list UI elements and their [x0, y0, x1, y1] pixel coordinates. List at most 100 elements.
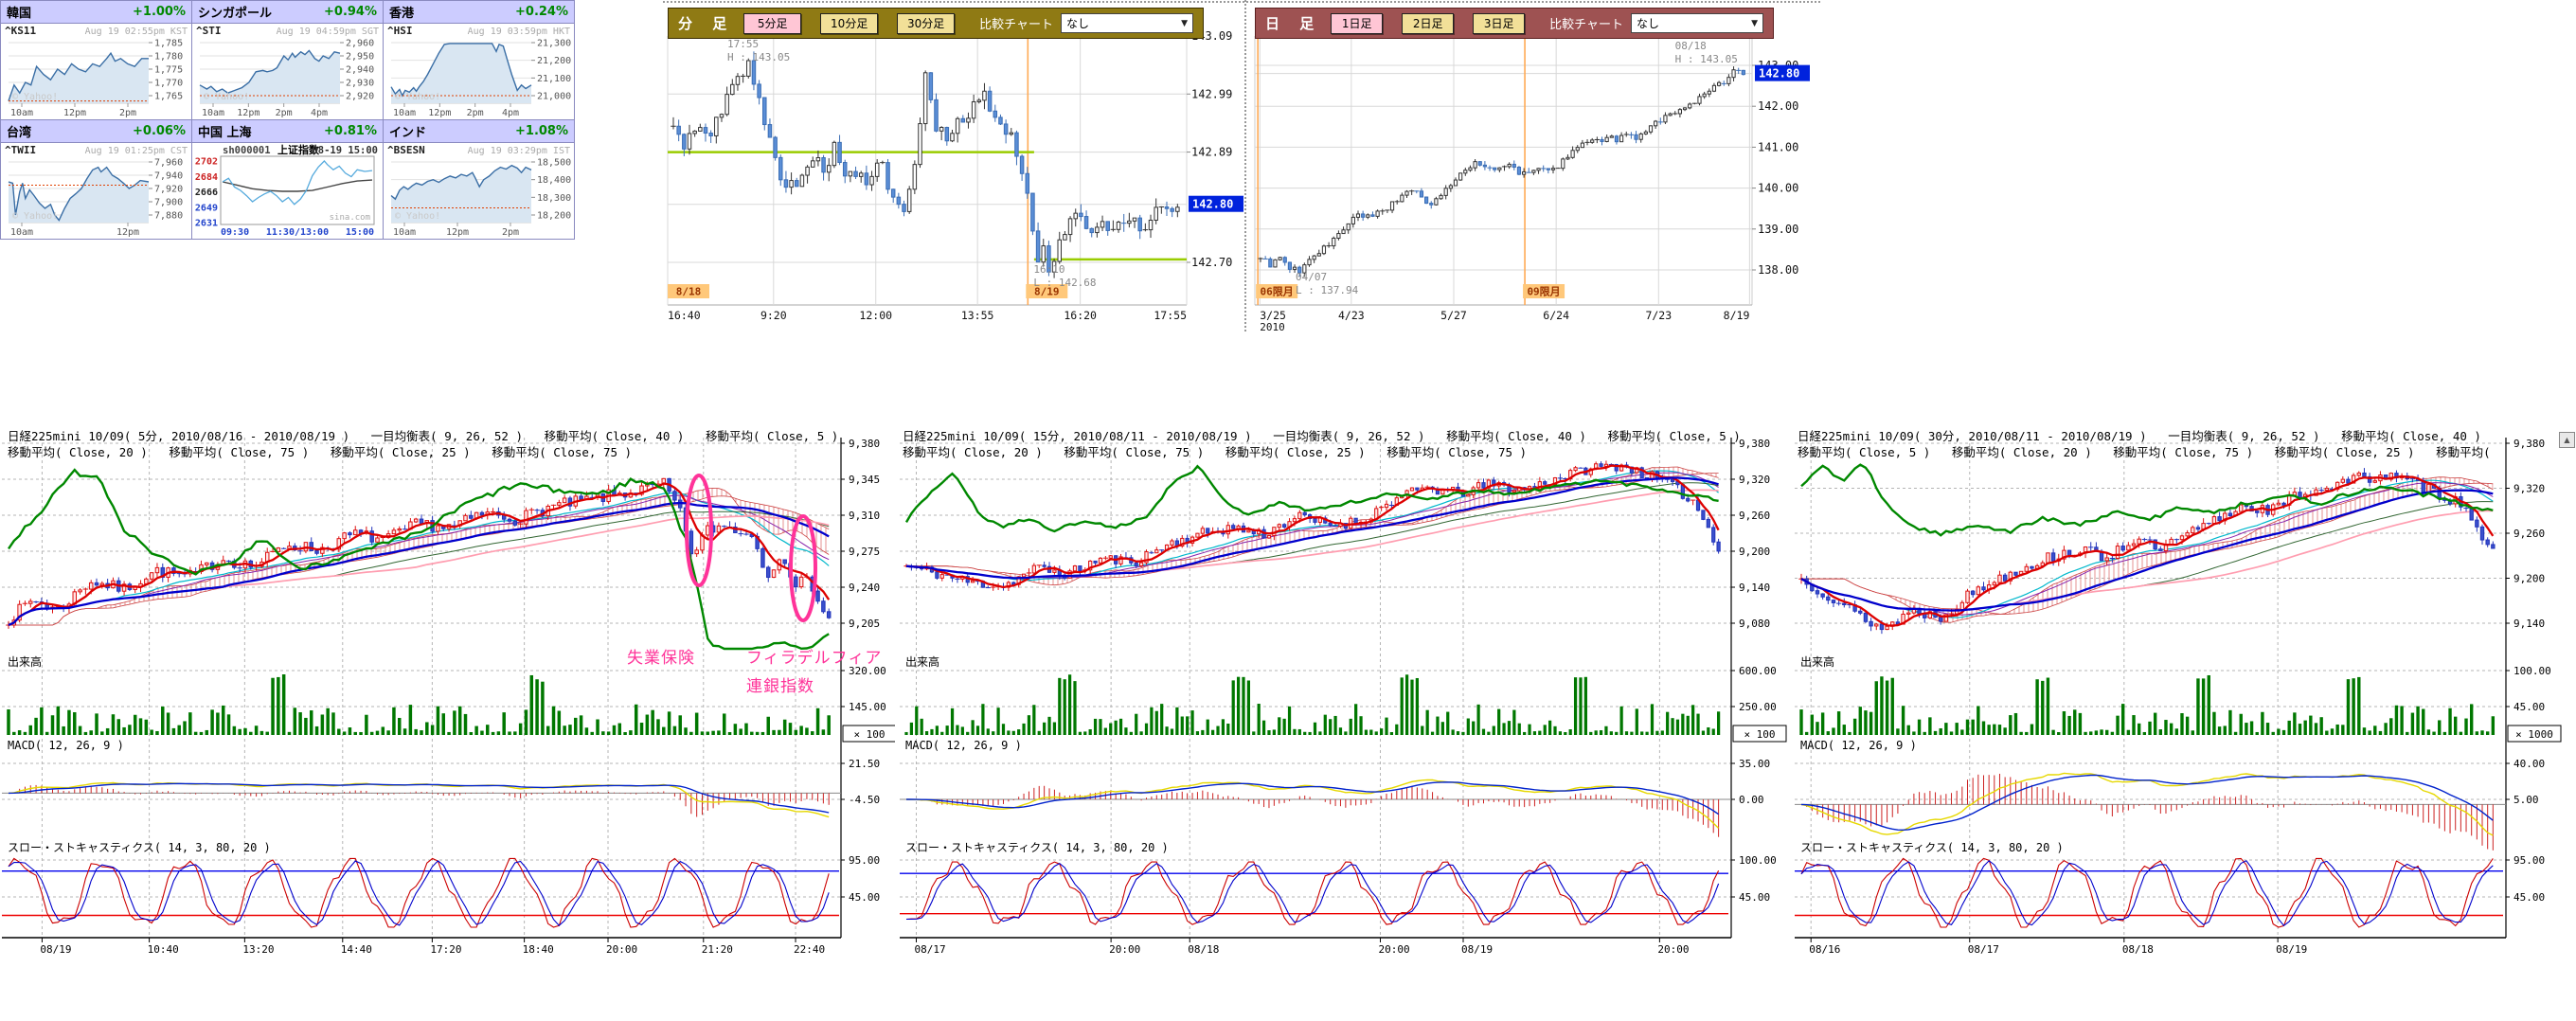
svg-text:^KS11: ^KS11 — [5, 25, 36, 37]
market-cell-hongkong: 香港 +0.24% ^HSI Aug 19 03:59pm HKT 21,300 21,2… — [383, 0, 575, 120]
svg-text:12pm: 12pm — [63, 108, 86, 118]
svg-text:100.00: 100.00 — [1739, 854, 1777, 867]
period-button-5min[interactable]: 5分足 — [743, 12, 802, 34]
svg-text:45.00: 45.00 — [2513, 701, 2545, 713]
legend-line-2: 移動平均( Close, 20 ) 移動平均( Close, 75 ) 移動平均… — [903, 445, 1528, 459]
svg-text:Aug 19 01:25pm CST: Aug 19 01:25pm CST — [85, 146, 188, 156]
macd-pane-label: MACD( 12, 26, 9 ) — [8, 739, 124, 752]
svg-text:© Yahoo!: © Yahoo! — [395, 92, 440, 102]
svg-text:08/17: 08/17 — [915, 943, 946, 956]
period-button-1day[interactable]: 1日足 — [1331, 12, 1384, 34]
stochastics-pane-label: スロー・ストキャスティクス( 14, 3, 80, 20 ) — [8, 841, 271, 854]
svg-text:21,200: 21,200 — [537, 56, 571, 66]
compare-chart-value: なし — [1066, 17, 1090, 30]
svg-text:10am: 10am — [393, 227, 416, 238]
svg-text:08/18: 08/18 — [2122, 943, 2154, 956]
svg-text:Aug 19 04:59pm SGT: Aug 19 04:59pm SGT — [277, 27, 379, 37]
svg-text:45.00: 45.00 — [849, 891, 880, 904]
svg-text:9,200: 9,200 — [2513, 573, 2545, 585]
legend-line-1: 日経225mini 10/09( 15分, 2010/08/11 - 2010/… — [903, 429, 1741, 443]
svg-text:× 100: × 100 — [853, 728, 885, 741]
svg-text:9,080: 9,080 — [1739, 618, 1770, 630]
market-cell-taiwan: 台湾 +0.06% ^TWII Aug 19 01:25pm CST 7,960 7,94… — [0, 119, 192, 240]
stochastics-pane-label: スロー・ストキャスティクス( 14, 3, 80, 20 ) — [905, 841, 1169, 854]
svg-text:9,140: 9,140 — [2513, 618, 2545, 630]
nikkei-30min-chart: 9,380 9,320 9,260 9,200 9,140 100.00 45.00 40.0… — [1795, 438, 2562, 956]
market-mini-chart: ^TWII Aug 19 01:25pm CST 7,960 7,940 7,920 7,… — [5, 144, 188, 238]
svg-text:08/19: 08/19 — [1461, 943, 1493, 956]
svg-text:1,785: 1,785 — [154, 39, 183, 49]
up-arrow-icon: ▲ — [2564, 436, 2570, 444]
svg-text:142.89: 142.89 — [1191, 146, 1232, 159]
svg-text:1,765: 1,765 — [154, 92, 183, 102]
svg-text:× 100: × 100 — [1744, 728, 1775, 741]
svg-text:10am: 10am — [10, 227, 33, 238]
market-change-pct: +0.94% — [324, 5, 377, 19]
market-mini-chart: ^HSI Aug 19 03:59pm HKT 21,300 21,200 21,100… — [387, 25, 571, 118]
svg-text:10:40: 10:40 — [148, 943, 179, 956]
compare-chart-select[interactable]: なし ▼ — [1631, 13, 1764, 33]
svg-text:10am: 10am — [10, 108, 33, 118]
svg-text:16:20: 16:20 — [1064, 309, 1097, 322]
market-name: 香港 — [389, 7, 415, 21]
svg-text:08/18: 08/18 — [1675, 40, 1707, 52]
svg-text:14:40: 14:40 — [341, 943, 372, 956]
market-mini-chart: ^KS11 Aug 19 02:55pm KST 1,785 1,780 1,775 1,… — [5, 25, 188, 118]
svg-text:2pm: 2pm — [276, 108, 293, 118]
svg-text:09限月: 09限月 — [1527, 285, 1560, 298]
market-mini-chart: ^STI Aug 19 04:59pm SGT 2,960 2,950 2,940 2,9… — [196, 25, 379, 118]
svg-text:L : 137.94: L : 137.94 — [1296, 284, 1359, 296]
period-button-10min[interactable]: 10分足 — [820, 12, 879, 34]
minute-chart-header: 分 足 5分足 10分足 30分足 比較チャート なし ▼ — [668, 8, 1204, 39]
svg-text:12pm: 12pm — [446, 227, 469, 238]
svg-text:06限月: 06限月 — [1261, 285, 1294, 298]
svg-text:20:00: 20:00 — [606, 943, 637, 956]
svg-text:141.00: 141.00 — [1758, 140, 1798, 153]
svg-text:138.00: 138.00 — [1758, 263, 1798, 277]
svg-text:8/18: 8/18 — [676, 286, 702, 298]
svg-text:320.00: 320.00 — [849, 665, 886, 677]
svg-text:2pm: 2pm — [119, 108, 136, 118]
svg-text:15:00: 15:00 — [346, 227, 374, 238]
svg-text:© Yahoo!: © Yahoo! — [204, 92, 249, 102]
fx-minute-chart-panel: 分 足 5分足 10分足 30分足 比較チャート なし ▼ 8/18 8/19 17:… — [663, 0, 1252, 333]
svg-text:21,000: 21,000 — [537, 92, 571, 102]
nikkei-15min-chart: 9,380 9,320 9,260 9,200 9,140 9,080 600.00 250.… — [900, 438, 1787, 956]
svg-text:^STI: ^STI — [196, 25, 222, 37]
svg-text:Aug 19 03:29pm IST: Aug 19 03:29pm IST — [468, 146, 570, 156]
period-button-2day[interactable]: 2日足 — [1402, 12, 1455, 34]
svg-text:16:10: 16:10 — [1033, 263, 1064, 276]
svg-text:08/19: 08/19 — [2276, 943, 2307, 956]
nikkei-15min-chart-panel: 日経225mini 10/09( 15分, 2010/08/11 - 2010/… — [895, 426, 1804, 961]
svg-text:9,200: 9,200 — [1739, 546, 1770, 558]
svg-text:18,300: 18,300 — [537, 193, 571, 204]
svg-text:5.00: 5.00 — [2513, 794, 2539, 806]
svg-text:17:55: 17:55 — [727, 38, 759, 50]
svg-text:sh000001: sh000001 — [223, 145, 271, 156]
svg-text:142.80: 142.80 — [1759, 67, 1799, 81]
svg-text:9,205: 9,205 — [849, 618, 880, 630]
macd-pane-label: MACD( 12, 26, 9 ) — [1800, 739, 1917, 752]
svg-text:^HSI: ^HSI — [387, 25, 413, 37]
svg-text:7,880: 7,880 — [154, 211, 183, 222]
svg-text:2,960: 2,960 — [346, 39, 374, 49]
svg-text:2,920: 2,920 — [346, 92, 374, 102]
svg-text:140.00: 140.00 — [1758, 182, 1798, 195]
perforation-line — [663, 1, 1820, 3]
svg-text:2666: 2666 — [195, 188, 218, 198]
svg-text:9,260: 9,260 — [2513, 528, 2545, 540]
svg-text:12pm: 12pm — [116, 227, 139, 238]
svg-text:2,940: 2,940 — [346, 65, 374, 76]
market-cell-header: シンガポール +0.94% — [192, 1, 383, 24]
period-button-30min[interactable]: 30分足 — [897, 12, 956, 34]
svg-text:17:55: 17:55 — [1154, 309, 1187, 322]
scroll-up-button[interactable]: ▲ — [2559, 432, 2575, 448]
period-button-3day[interactable]: 3日足 — [1473, 12, 1526, 34]
chart-legend: 日経225mini 10/09( 15分, 2010/08/11 - 2010/… — [903, 428, 1741, 460]
svg-text:9,320: 9,320 — [2513, 483, 2545, 495]
compare-chart-select[interactable]: なし ▼ — [1061, 13, 1194, 33]
svg-text:10am: 10am — [393, 108, 416, 118]
compare-chart-label: 比較チャート — [1549, 18, 1624, 32]
svg-text:09:30: 09:30 — [221, 227, 249, 238]
svg-text:4pm: 4pm — [311, 108, 328, 118]
